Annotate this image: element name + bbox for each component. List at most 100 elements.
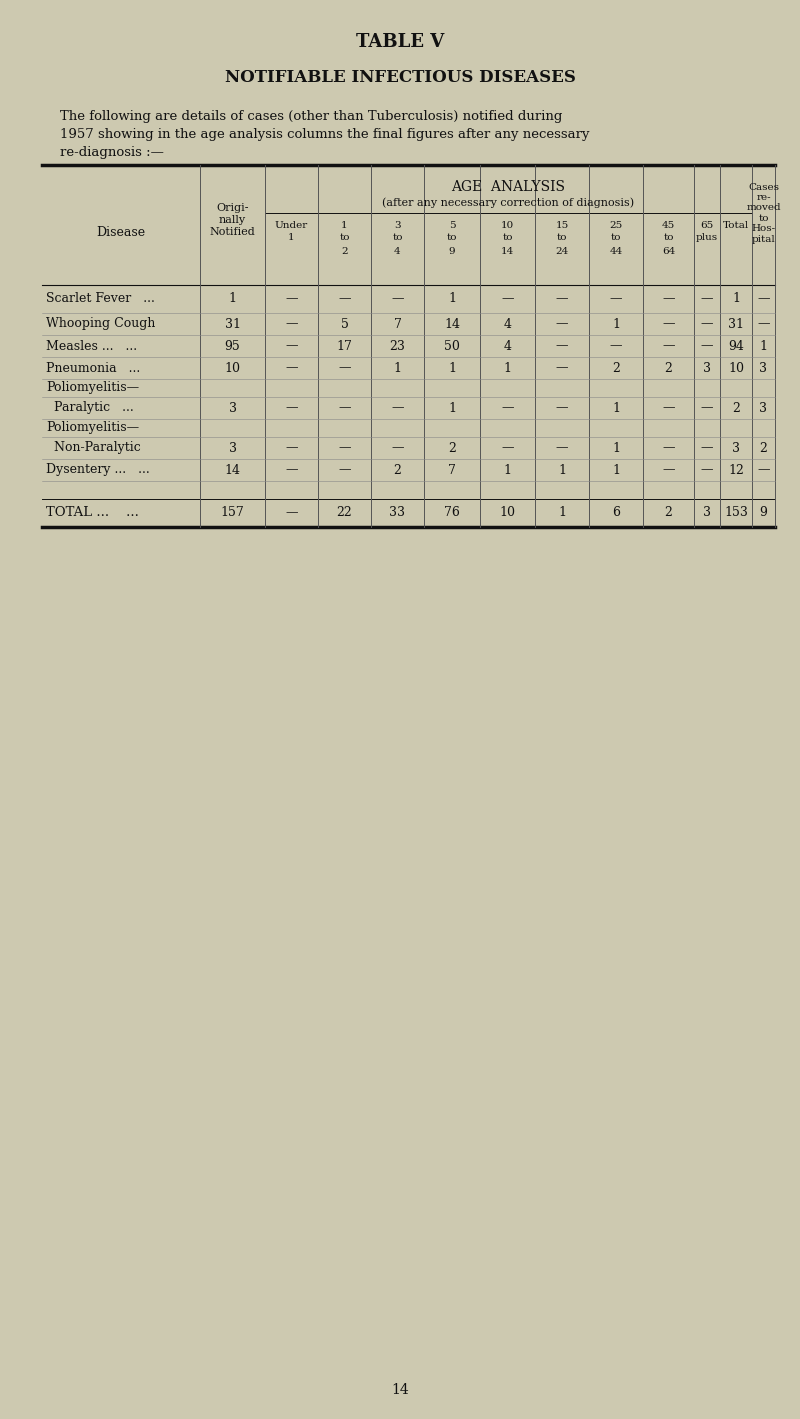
Text: 1: 1 [558,507,566,519]
Text: 1: 1 [448,362,456,375]
Text: 3: 3 [703,507,711,519]
Text: —: — [662,292,674,305]
Text: —: — [286,402,298,414]
Text: 24: 24 [555,247,569,255]
Text: AGE  ANALYSIS: AGE ANALYSIS [451,180,566,194]
Text: to: to [663,234,674,243]
Text: 14: 14 [225,464,241,477]
Text: to: to [392,234,402,243]
Text: 2: 2 [732,402,740,414]
Text: 3: 3 [732,441,740,454]
Text: 33: 33 [390,507,406,519]
Text: 76: 76 [444,507,460,519]
Text: —: — [338,441,350,454]
Text: 153: 153 [724,507,748,519]
Text: —: — [502,402,514,414]
Text: —: — [556,402,568,414]
Text: 2: 2 [341,247,348,255]
Text: —: — [338,292,350,305]
Text: —: — [338,362,350,375]
Text: (after any necessary correction of diagnosis): (after any necessary correction of diagn… [382,197,634,209]
Text: 4: 4 [394,247,401,255]
Text: 3: 3 [229,441,237,454]
Text: to: to [610,234,622,243]
Text: 3: 3 [703,362,711,375]
Text: 3: 3 [229,402,237,414]
Text: Paralytic   ...: Paralytic ... [46,402,134,414]
Text: Measles ...   ...: Measles ... ... [46,339,137,352]
Text: —: — [556,339,568,352]
Text: 23: 23 [390,339,406,352]
Text: 22: 22 [337,507,352,519]
Text: to: to [502,234,513,243]
Text: 1: 1 [229,292,237,305]
Text: —: — [556,362,568,375]
Text: 2: 2 [759,441,767,454]
Text: —: — [338,402,350,414]
Text: 3: 3 [394,220,401,230]
Text: 31: 31 [728,318,744,331]
Text: —: — [338,464,350,477]
Text: Non-Paralytic: Non-Paralytic [46,441,141,454]
Text: 12: 12 [728,464,744,477]
Text: 94: 94 [728,339,744,352]
Text: 1: 1 [759,339,767,352]
Text: 1: 1 [612,402,620,414]
Text: 2: 2 [448,441,456,454]
Text: —: — [662,402,674,414]
Text: —: — [286,318,298,331]
Text: 1: 1 [503,362,511,375]
Text: Origi-
nally
Notified: Origi- nally Notified [210,203,255,237]
Text: Disease: Disease [97,227,146,240]
Text: 44: 44 [610,247,622,255]
Text: 25: 25 [610,220,622,230]
Text: 4: 4 [503,339,511,352]
Text: —: — [758,464,770,477]
Text: 1: 1 [612,318,620,331]
Text: 2: 2 [612,362,620,375]
Text: —: — [502,292,514,305]
Text: —: — [391,441,404,454]
Text: —: — [662,318,674,331]
Text: —: — [758,292,770,305]
Text: 45: 45 [662,220,675,230]
Text: Pneumonia   ...: Pneumonia ... [46,362,140,375]
Text: 1: 1 [448,402,456,414]
Text: —: — [286,441,298,454]
Text: 6: 6 [612,507,620,519]
Text: 64: 64 [662,247,675,255]
Text: —: — [286,507,298,519]
Text: —: — [610,339,622,352]
Text: 95: 95 [225,339,240,352]
Text: 1: 1 [341,220,348,230]
Text: —: — [286,292,298,305]
Text: 2: 2 [394,464,402,477]
Text: 9: 9 [759,507,767,519]
Text: 3: 3 [759,362,767,375]
Text: to: to [557,234,567,243]
Text: 14: 14 [391,1384,409,1396]
Text: —: — [556,441,568,454]
Text: —: — [286,339,298,352]
Text: 4: 4 [503,318,511,331]
Text: 1: 1 [612,464,620,477]
Text: to: to [339,234,350,243]
Text: —: — [662,441,674,454]
Text: to: to [446,234,458,243]
Text: 65: 65 [700,220,714,230]
Text: 10: 10 [499,507,515,519]
Text: 31: 31 [225,318,241,331]
Text: —: — [286,464,298,477]
Text: Whooping Cough: Whooping Cough [46,318,155,331]
Text: 10: 10 [225,362,241,375]
Text: —: — [662,339,674,352]
Text: —: — [701,339,714,352]
Text: TABLE V: TABLE V [356,33,444,51]
Text: 17: 17 [337,339,353,352]
Text: 157: 157 [221,507,244,519]
Text: TOTAL ...    ...: TOTAL ... ... [46,507,139,519]
Text: 10: 10 [728,362,744,375]
Text: re-diagnosis :—: re-diagnosis :— [60,146,164,159]
Text: —: — [701,441,714,454]
Text: 1: 1 [612,441,620,454]
